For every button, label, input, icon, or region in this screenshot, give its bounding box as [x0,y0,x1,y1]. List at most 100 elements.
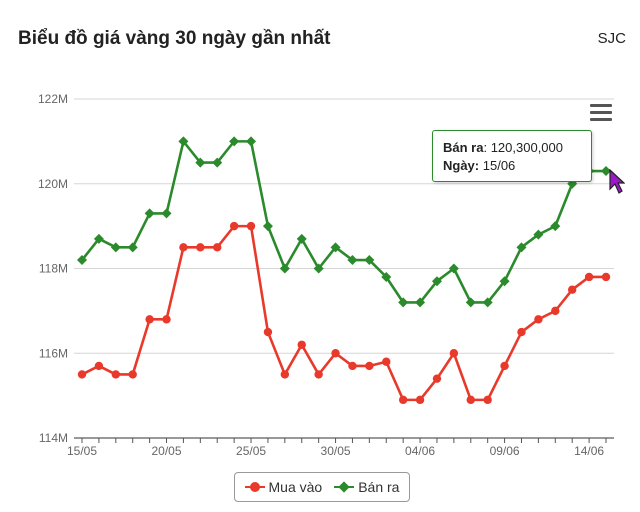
data-point [262,221,273,232]
data-point [246,221,256,231]
data-point [161,208,172,219]
data-point [313,263,324,274]
data-point [179,243,188,252]
data-point [145,315,154,324]
data-point [431,276,442,287]
data-point [229,221,239,231]
data-point [347,255,358,266]
data-point [500,361,509,371]
data-point [398,297,409,308]
x-tick-label: 09/06 [490,444,520,458]
data-point [382,357,391,366]
data-point [296,233,307,244]
chart-menu-icon[interactable] [590,104,612,122]
y-axis-labels: 114M 116M 118M 120M 122M [38,92,68,445]
data-point [94,361,104,371]
data-point [280,370,290,379]
data-point [432,374,442,383]
data-point [77,255,87,266]
y-tick-label: 114M [39,431,68,445]
legend-buy-label: Mua vào [268,479,323,495]
data-point [533,229,544,240]
data-point [567,285,577,294]
data-point [178,136,189,147]
data-point [398,395,408,405]
data-point [331,349,340,358]
legend-sell-marker [334,481,355,493]
series-line-0 [81,224,606,402]
data-point [213,243,222,252]
tooltip-sell-label: Bán ra [443,140,484,155]
x-tick-label: 14/06 [574,444,604,458]
tooltip-date-label: Ngày: [443,158,480,173]
data-point [111,370,121,379]
page-title: Biểu đồ giá vàng 30 ngày gần nhất [18,28,331,49]
x-tick-label: 30/05 [321,444,351,458]
data-point [601,272,611,282]
data-point [483,395,492,405]
data-point [466,395,475,405]
legend-item-sell[interactable]: Bán ra [334,479,399,495]
data-point [516,242,527,253]
data-point [534,315,543,324]
data-point [330,242,341,253]
x-tick-label: 25/05 [236,444,266,458]
legend-buy-marker [244,482,265,492]
data-point [212,157,223,168]
legend-sell-label: Bán ra [358,479,400,495]
tooltip-date-row: Ngày: 15/06 [443,157,581,175]
data-point [415,297,426,308]
data-point [279,263,290,274]
data-point [196,243,205,252]
source-label: SJC [597,30,626,47]
tooltip-sell-row: Bán ra: 120,300,000 [443,140,563,155]
data-point [364,255,375,266]
data-point [314,370,323,379]
tooltip-date-value: 15/06 [482,158,516,173]
data-point [551,306,560,316]
data-point [550,221,561,232]
data-point [415,395,425,405]
legend-item-buy[interactable]: Mua vào [244,479,323,495]
x-tick-label: 20/05 [152,444,182,458]
data-point [517,327,526,337]
data-point [144,208,155,219]
series-group [77,136,611,405]
data-point [195,157,206,168]
y-tick-label: 118M [39,262,68,276]
data-point [449,349,459,358]
data-point [263,327,273,337]
data-point [601,166,611,177]
y-tick-label: 120M [38,177,68,191]
data-point [499,276,510,287]
data-point [127,242,138,253]
data-point [229,136,240,147]
y-tick-label: 122M [38,92,68,106]
data-point [128,370,137,379]
mouse-pointer-icon [609,169,625,194]
data-point [482,297,493,308]
tooltip: Bán ra: 120,300,000 Ngày: 15/06 [432,130,592,182]
data-point [465,297,476,308]
data-point [584,272,594,282]
data-point [297,340,306,349]
data-point [110,242,121,253]
tooltip-sell-value: 120,300,000 [490,140,563,155]
x-axis [74,437,614,443]
data-point [77,370,87,379]
legend: Mua vào Bán ra [234,472,410,502]
y-tick-label: 116M [39,346,68,360]
x-tick-label: 04/06 [405,444,435,458]
series-line-1 [80,140,606,304]
data-point [448,263,459,274]
data-point [246,136,257,147]
data-point [93,233,104,244]
data-point [365,361,374,371]
data-point [162,315,171,324]
x-tick-label: 15/05 [67,444,97,458]
data-point [348,361,357,371]
data-point [381,271,392,282]
x-axis-labels: 15/05 20/05 25/05 30/05 04/06 09/06 14/06 [67,444,604,458]
grid-lines [74,98,614,354]
